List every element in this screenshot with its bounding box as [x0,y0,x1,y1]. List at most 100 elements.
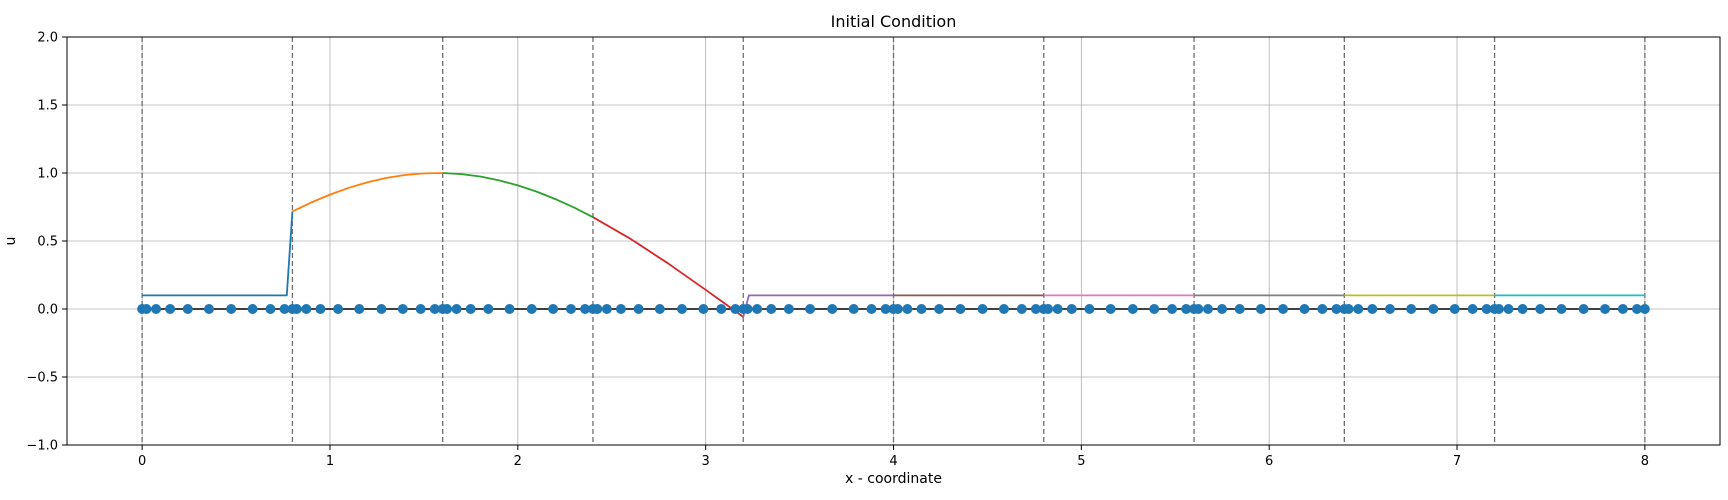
node-point [783,304,794,314]
node-point [315,304,326,314]
node-point [1481,304,1492,314]
node-point [1278,304,1289,314]
node-point [1149,304,1160,314]
x-tick-label: 4 [889,454,897,469]
node-point [805,304,816,314]
node-point [1084,304,1095,314]
node-point [548,304,559,314]
node-point [1384,304,1395,314]
node-point [226,304,237,314]
node-point [730,304,741,314]
node-point [429,304,440,314]
node-point [1193,304,1204,314]
y-tick-label: 0.5 [37,235,58,250]
x-tick-label: 2 [514,454,522,469]
node-point [742,304,753,314]
node-point [866,304,877,314]
node-point [165,304,176,314]
node-point [1234,304,1245,314]
node-point [141,304,152,314]
node-point [1016,304,1027,314]
series-line [442,172,594,219]
y-axis-ticks: −1.0 −0.5 0.0 0.5 1.0 1.5 2.0 [26,31,67,454]
node-point [1367,304,1378,314]
node-point [716,304,727,314]
node-point [1167,304,1178,314]
node-point [397,304,408,314]
node-point [442,304,452,314]
x-axis-ticks: 0 1 2 3 4 5 6 7 8 [138,445,1649,469]
node-point [827,304,838,314]
node-point [1030,304,1041,314]
node-point [676,304,687,314]
node-point [451,304,462,314]
node-point [1105,304,1116,314]
node-point [1639,304,1650,314]
node-point [601,304,612,314]
node-point [526,304,537,314]
node-point [1255,304,1266,314]
x-tick-label: 1 [326,454,334,469]
node-point [1578,304,1589,314]
node-point [1467,304,1478,314]
node-point [1535,304,1546,314]
node-point [333,304,344,314]
chart-title: Initial Condition [831,12,957,31]
node-point [1353,304,1364,314]
node-point [483,304,494,314]
node-point [1052,304,1063,314]
node-point [592,304,603,314]
node-point [151,304,162,314]
node-point [1556,304,1567,314]
node-point [1617,304,1628,314]
node-point [504,304,515,314]
node-point [376,304,387,314]
node-point [265,304,276,314]
node-point [654,304,665,314]
node-point [848,304,859,314]
node-point [977,304,988,314]
y-tick-label: −1.0 [26,439,58,454]
node-point [955,304,966,314]
node-point [752,304,763,314]
node-point [465,304,476,314]
node-point [1299,304,1310,314]
node-point [934,304,945,314]
node-point [1202,304,1213,314]
node-point [1503,304,1514,314]
node-point [880,304,891,314]
node-point [1406,304,1417,314]
series-line [142,211,294,297]
node-point [1343,304,1354,314]
node-point [1331,304,1342,314]
node-point [204,304,215,314]
node-point [301,304,312,314]
node-point [1517,304,1528,314]
node-point [615,304,626,314]
y-tick-label: −0.5 [26,371,58,386]
node-point [633,304,644,314]
x-tick-label: 0 [138,454,146,469]
node-point [354,304,365,314]
node-point [1217,304,1228,314]
node-point [291,304,302,314]
node-point [565,304,576,314]
y-tick-label: 2.0 [37,31,58,46]
node-point [1317,304,1328,314]
node-point [1181,304,1192,314]
y-axis-title: u [3,237,19,246]
y-tick-label: 0.0 [37,303,58,318]
node-layer [137,304,1650,314]
node-point [580,304,591,314]
node-point [892,304,903,314]
node-point [916,304,927,314]
node-point [1493,304,1504,314]
series-line [592,216,744,318]
node-point [1449,304,1460,314]
x-tick-label: 5 [1077,454,1085,469]
x-tick-label: 6 [1265,454,1273,469]
node-point [1043,304,1054,314]
node-point [902,304,913,314]
